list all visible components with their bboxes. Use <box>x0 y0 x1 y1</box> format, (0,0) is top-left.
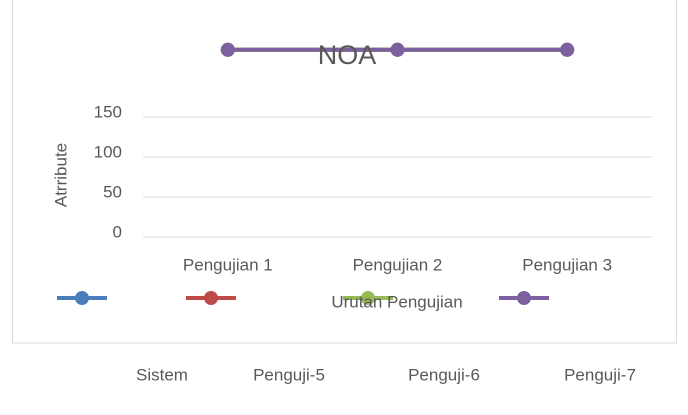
legend-label: Penguji-7 <box>564 365 636 384</box>
x-tick-label: Pengujian 2 <box>353 255 443 274</box>
y-tick-label: 150 <box>94 102 122 121</box>
legend-label: Sistem <box>136 365 188 384</box>
y-axis-title: Atrribute <box>51 143 70 207</box>
legend-marker <box>517 291 531 305</box>
x-tick-label: Pengujian 1 <box>183 255 273 274</box>
x-axis-title: Urutan Pengujian <box>331 292 462 311</box>
point <box>220 42 235 57</box>
y-tick-label: 100 <box>94 142 122 161</box>
y-tick-label: 0 <box>113 222 122 241</box>
x-tick-label: Pengujian 3 <box>522 255 612 274</box>
legend-label: Penguji-6 <box>408 365 480 384</box>
legend-marker <box>361 291 375 305</box>
chart-frame <box>12 0 677 344</box>
legend-marker <box>204 291 218 305</box>
legend-marker <box>75 291 89 305</box>
point <box>390 42 405 57</box>
y-tick-label: 50 <box>103 182 122 201</box>
point <box>560 42 575 57</box>
chart-title: NOA <box>318 40 377 70</box>
legend-label: Penguji-5 <box>253 365 325 384</box>
